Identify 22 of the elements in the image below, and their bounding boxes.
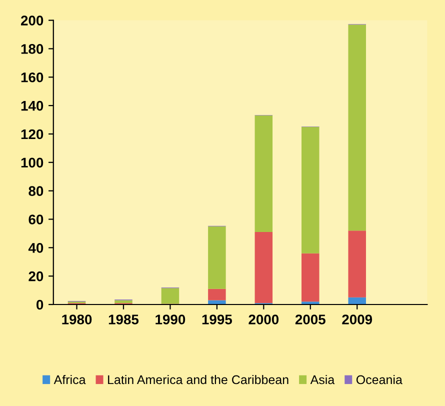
x-tick-label: 2009 [342, 314, 372, 324]
y-tick-label: 180 [21, 44, 44, 54]
x-tick-label: 1990 [156, 314, 186, 324]
y-tick-label: 40 [28, 242, 44, 253]
y-tick-label: 140 [21, 100, 44, 111]
y-tick-label: 200 [20, 16, 44, 26]
y-tick-label: 100 [21, 158, 44, 168]
y-tick-label: 160 [21, 72, 44, 82]
y-tick-label: 120 [21, 129, 44, 140]
y-tick-label: 80 [28, 186, 44, 196]
x-tick-label: 1980 [62, 314, 92, 324]
x-tick-label: 1995 [202, 314, 232, 324]
y-tick-label: 20 [28, 271, 44, 282]
x-tick-label: 1985 [108, 314, 139, 324]
legend-label: Africa [54, 374, 86, 384]
legend-label: Oceania [356, 374, 402, 384]
x-tick-label: 2005 [295, 314, 326, 324]
y-tick-label: 60 [28, 214, 44, 224]
legend-label: Asia [310, 374, 335, 384]
legend-label: Latin America and the Caribbean [108, 374, 288, 384]
x-tick-label: 2000 [248, 314, 279, 324]
y-tick-label: 0 [36, 300, 44, 310]
